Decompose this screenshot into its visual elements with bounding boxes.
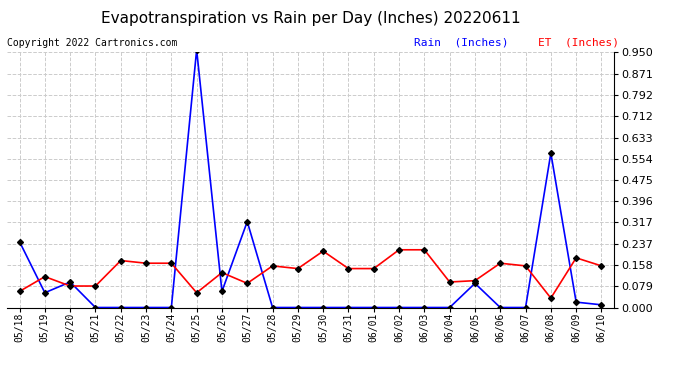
Text: Evapotranspiration vs Rain per Day (Inches) 20220611: Evapotranspiration vs Rain per Day (Inch…: [101, 11, 520, 26]
Text: ET  (Inches): ET (Inches): [538, 38, 619, 48]
Text: Rain  (Inches): Rain (Inches): [414, 38, 509, 48]
Text: Copyright 2022 Cartronics.com: Copyright 2022 Cartronics.com: [7, 38, 177, 48]
